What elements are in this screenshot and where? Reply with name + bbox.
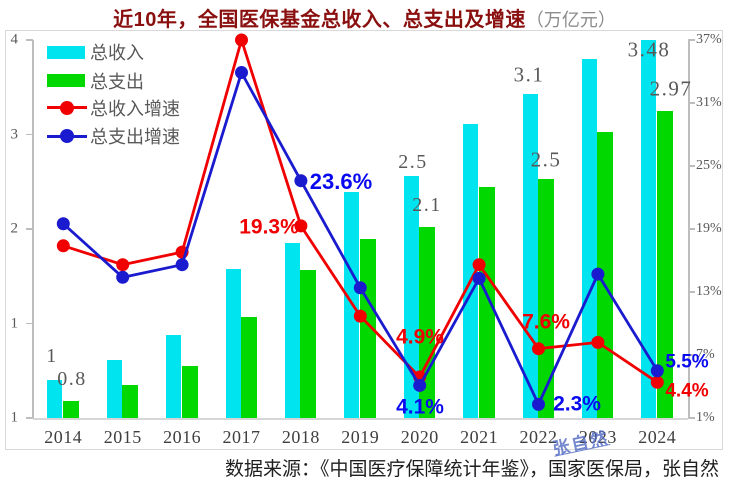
bar-income-2021 <box>463 124 479 418</box>
y-axis-right-tickmark <box>688 354 695 356</box>
bar-expenditure-2017 <box>241 316 257 418</box>
legend-line-sample-2 <box>47 100 87 115</box>
y-axis-right-tickmark <box>688 417 695 419</box>
legend-label-0: 总收入 <box>90 43 144 63</box>
y-axis-left-tick-label: 1 <box>10 409 19 426</box>
y-axis-right-tick-label: 19% <box>696 221 722 236</box>
legend-item-2: 总收入增速 <box>47 97 180 119</box>
bar-income-2018 <box>284 243 300 418</box>
y-axis-left-tickmark <box>26 322 33 325</box>
bar-expenditure-2022 <box>538 178 554 418</box>
legend-dot-3 <box>60 129 74 143</box>
x-axis-year-label: 2018 <box>281 427 320 447</box>
y-axis-right-tickmark <box>688 165 695 167</box>
legend-dot-2 <box>60 100 74 115</box>
chart-title-main: 近10年，全国医保基金总收入、总支出及增速 <box>113 9 526 31</box>
data-label-348: 3.48 <box>627 37 671 62</box>
x-axis-year-label: 2024 <box>638 427 677 447</box>
bar-income-2022 <box>522 93 538 418</box>
x-axis-year-label: 2014 <box>44 427 83 447</box>
data-label-55: 5.5% <box>665 351 709 373</box>
y-axis-right-tick-label: 7% <box>696 347 715 362</box>
y-axis-right-tick-label: 37% <box>696 32 722 47</box>
x-axis-year-label: 2017 <box>222 427 261 447</box>
y-axis-left-tick-label: 2 <box>10 220 19 237</box>
bar-income-2017 <box>225 268 241 418</box>
bar-expenditure-2020 <box>419 227 436 418</box>
y-axis-right-tickmark <box>688 228 695 230</box>
data-label-25: 2.5 <box>530 147 562 172</box>
y-axis-right-tick-label: 25% <box>696 158 722 173</box>
chart-title: 近10年，全国医保基金总收入、总支出及增速（万亿元） <box>0 3 729 32</box>
data-label-23: 2.3% <box>553 392 601 416</box>
data-label-297: 2.97 <box>649 76 693 101</box>
legend-line-sample-3 <box>47 129 87 143</box>
data-label-76: 7.6% <box>522 310 570 334</box>
data-label-21: 2.1 <box>412 194 442 216</box>
x-axis-year-label: 2023 <box>578 427 617 447</box>
bar-expenditure-2014 <box>62 400 79 418</box>
data-label-25: 2.5 <box>398 151 428 173</box>
bar-expenditure-2015 <box>122 384 139 418</box>
data-label-236: 23.6% <box>309 169 373 194</box>
x-axis-year-label: 2021 <box>460 427 499 447</box>
legend-item-0: 总收入 <box>47 41 144 63</box>
legend-swatch-0 <box>47 45 85 59</box>
y-axis-right-tickmark <box>688 291 695 293</box>
legend-item-3: 总支出增速 <box>47 125 180 147</box>
y-axis-left-tick-label: 1 <box>10 315 19 331</box>
bar-expenditure-2024 <box>656 110 673 418</box>
x-axis-year-label: 2019 <box>341 427 380 447</box>
x-axis-year-label: 2016 <box>163 427 202 447</box>
bar-expenditure-2021 <box>478 187 495 418</box>
y-axis-right-tickmark <box>688 102 695 104</box>
legend-swatch-1 <box>47 74 85 87</box>
y-axis-right-tick-label: 13% <box>696 284 722 299</box>
data-label-44: 4.4% <box>665 380 709 402</box>
y-axis-right-tick-label: 31% <box>696 95 722 110</box>
bar-income-2014 <box>47 380 63 418</box>
x-axis-year-label: 2015 <box>103 427 142 447</box>
data-label-1: 1 <box>46 345 58 367</box>
source-note: 数据来源：《中国医疗保障统计年鉴》，国家医保局，张自然 <box>224 459 719 480</box>
data-label-193: 19.3% <box>239 215 299 239</box>
bar-income-2023 <box>581 58 597 418</box>
y-axis-left-tick-label: 3 <box>10 126 19 142</box>
x-axis-year-label: 2022 <box>519 427 558 447</box>
data-label-31: 3.1 <box>513 62 545 87</box>
data-label-41: 4.1% <box>396 395 444 419</box>
bar-expenditure-2023 <box>597 131 614 418</box>
y-axis-right-tick-label: 1% <box>696 410 715 425</box>
x-axis-year-label: 2020 <box>400 427 439 447</box>
legend-label-2: 总收入增速 <box>90 98 180 119</box>
bar-income-2015 <box>106 360 122 418</box>
chart-title-unit: （万亿元） <box>525 10 616 30</box>
bar-expenditure-2018 <box>300 269 317 418</box>
y-axis-left-tickmark <box>26 39 33 41</box>
y-axis-right-tickmark <box>688 39 695 41</box>
x-axis-line <box>33 417 688 420</box>
bar-expenditure-2019 <box>359 239 376 418</box>
bar-income-2019 <box>344 192 360 418</box>
y-axis-left-tickmark <box>26 133 33 136</box>
y-axis-left-tickmark <box>26 417 33 419</box>
legend-label-3: 总支出增速 <box>90 127 180 147</box>
bar-income-2016 <box>166 334 182 418</box>
y-axis-left-tick-label: 4 <box>10 31 19 48</box>
y-axis-left-tickmark <box>26 228 33 230</box>
data-label-49: 4.9% <box>396 325 444 349</box>
data-label-08: 0.8 <box>57 368 87 390</box>
legend-label-1: 总支出 <box>90 71 144 92</box>
legend-item-1: 总支出 <box>47 70 144 92</box>
bar-expenditure-2016 <box>181 366 198 418</box>
